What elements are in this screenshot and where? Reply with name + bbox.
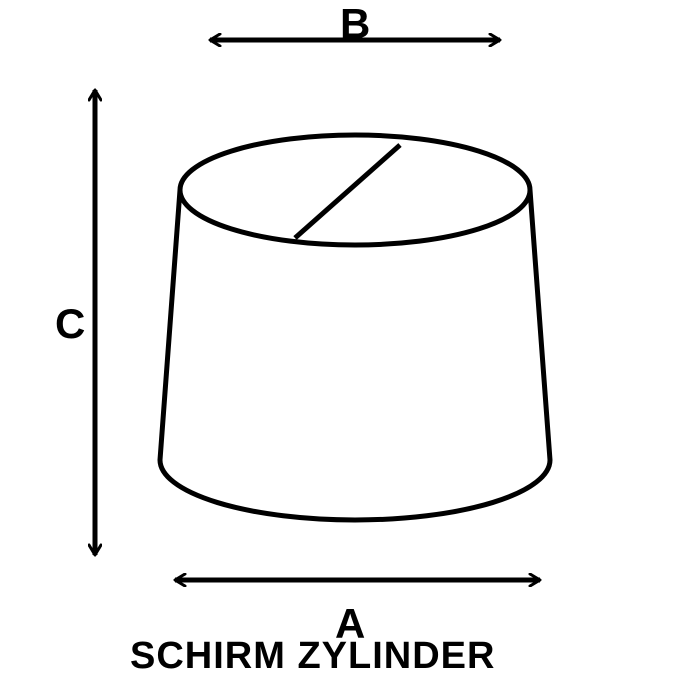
diagram-stage: B A C SCHIRM ZYLINDER	[0, 0, 700, 700]
diagram-svg	[0, 0, 700, 700]
cylinder-shape	[160, 135, 550, 520]
diagram-caption: SCHIRM ZYLINDER	[130, 635, 495, 678]
dimension-label-b: B	[340, 0, 370, 48]
dimension-label-c: C	[55, 300, 85, 348]
